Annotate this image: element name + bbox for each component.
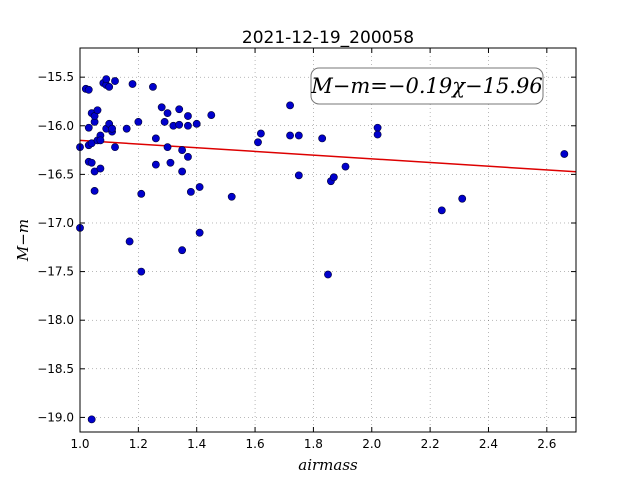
y-tick-label: −18.0 [37, 313, 74, 327]
x-tick-label: 2.6 [537, 437, 556, 451]
data-point [178, 146, 187, 154]
data-point [128, 80, 137, 88]
y-tick-label: −15.5 [37, 70, 74, 84]
x-tick-label: 2.0 [362, 437, 381, 451]
data-point [186, 187, 195, 196]
data-point [175, 105, 184, 114]
data-point [294, 131, 303, 140]
data-point [195, 183, 204, 191]
data-point [151, 134, 160, 143]
fit-annotation: M−m=−0.19χ−15.96 [310, 67, 544, 105]
data-point [87, 415, 96, 424]
y-tick-label: −16.0 [37, 119, 74, 133]
y-axis-label: M−m [14, 219, 32, 262]
data-point [125, 237, 134, 246]
data-point [373, 123, 382, 132]
data-point [84, 85, 93, 94]
data-point [84, 123, 93, 132]
data-point [227, 192, 236, 201]
y-tick-label: −16.5 [37, 167, 74, 181]
data-point [137, 267, 146, 276]
x-axis-label: airmass [298, 456, 358, 474]
data-point [93, 106, 102, 115]
data-point [458, 194, 467, 203]
data-point [286, 131, 294, 140]
data-point [151, 160, 160, 169]
data-point [163, 143, 172, 152]
data-point [90, 187, 99, 195]
data-point [437, 206, 446, 215]
data-point [286, 101, 294, 110]
data-point [318, 134, 327, 143]
y-tick-label: −17.0 [37, 216, 74, 230]
data-point [108, 124, 116, 133]
x-tick-label: 1.2 [129, 437, 148, 451]
x-tick-label: 2.4 [479, 437, 498, 451]
data-point [178, 246, 187, 255]
chart-title: 2021-12-19_200058 [242, 28, 414, 48]
data-point [294, 171, 303, 180]
y-tick-label: −17.5 [37, 265, 74, 279]
data-point [105, 82, 114, 91]
data-point [166, 158, 175, 167]
data-point [111, 77, 119, 85]
data-point [149, 82, 157, 91]
data-point [560, 150, 569, 158]
data-point [254, 138, 262, 147]
data-point [195, 228, 204, 237]
data-point [96, 136, 105, 145]
x-tick-label: 1.4 [187, 437, 206, 451]
data-point [137, 189, 146, 198]
data-point [175, 120, 184, 129]
data-point [256, 129, 265, 138]
y-tick-label: −18.5 [37, 362, 74, 376]
data-point [324, 270, 332, 279]
x-tick-label: 2.2 [421, 437, 440, 451]
data-point [184, 112, 192, 120]
data-point [192, 119, 201, 128]
data-point [134, 117, 143, 126]
data-point [184, 152, 192, 161]
data-point [373, 130, 382, 139]
data-point [122, 124, 131, 133]
x-tick-label: 1.0 [70, 437, 89, 451]
annotation-text: M−m=−0.19χ−15.96 [310, 74, 542, 98]
data-point [157, 103, 166, 112]
data-point [184, 121, 192, 130]
y-tick-label: −19.0 [37, 410, 74, 424]
x-tick-label: 1.6 [246, 437, 265, 451]
plot-frame [79, 47, 577, 433]
data-point [163, 109, 172, 118]
data-point [102, 75, 111, 84]
data-point [178, 167, 187, 176]
data-point [341, 162, 350, 171]
annotation-box [310, 67, 544, 105]
fit-line [79, 139, 577, 173]
data-point [87, 158, 96, 167]
data-point [160, 117, 169, 126]
x-tick-label: 1.8 [304, 437, 323, 451]
data-point [207, 111, 216, 119]
data-point [329, 173, 338, 182]
data-point [111, 143, 119, 152]
data-point [96, 164, 105, 173]
